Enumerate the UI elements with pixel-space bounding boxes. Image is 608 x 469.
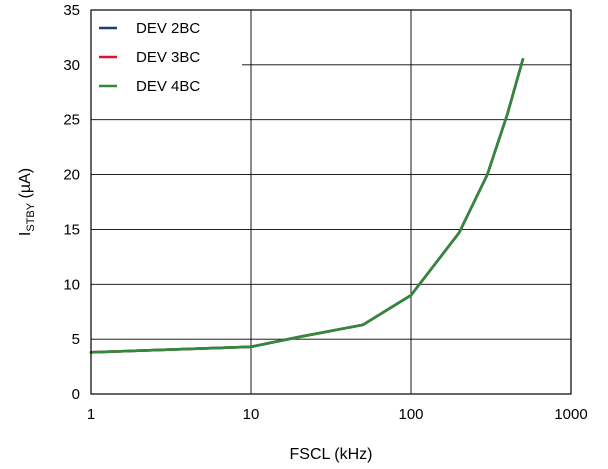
x-axis-title: FSCL (kHz) [290,446,373,463]
x-tick-label-3: 1000 [554,406,587,423]
legend-label-3: DEV 4BC [136,78,200,95]
y-axis-title: ISTBY (µA) [17,168,37,236]
x-tick-label-1: 10 [243,406,260,423]
y-tick-labels: 0 5 10 15 20 25 30 35 [63,2,80,403]
y-axis-title-subscript: STBY [25,202,37,231]
y-tick-label-0: 0 [72,386,80,403]
y-tick-label-4: 20 [63,167,80,184]
series-lines [89,58,525,354]
plot-frame [90,9,572,395]
y-tick-label-5: 25 [63,112,80,129]
y-tick-label-3: 15 [63,221,80,238]
y-tick-label-2: 10 [63,276,80,293]
x-tick-labels: 1 10 100 1000 [87,406,588,423]
y-axis-title-unit: (µA) [17,168,34,203]
x-tick-label-0: 1 [87,406,95,423]
y-tick-label-7: 35 [63,2,80,19]
series-line-3 [89,58,525,354]
y-axis-title-main: I [17,232,34,236]
legend-label-2: DEV 3BC [136,49,200,66]
y-tick-label-1: 5 [72,331,80,348]
legend-label-1: DEV 2BC [136,20,200,37]
y-tick-label-6: 30 [63,57,80,74]
legend: DEV 2BC DEV 3BC DEV 4BC [99,20,200,95]
x-tick-label-2: 100 [398,406,423,423]
